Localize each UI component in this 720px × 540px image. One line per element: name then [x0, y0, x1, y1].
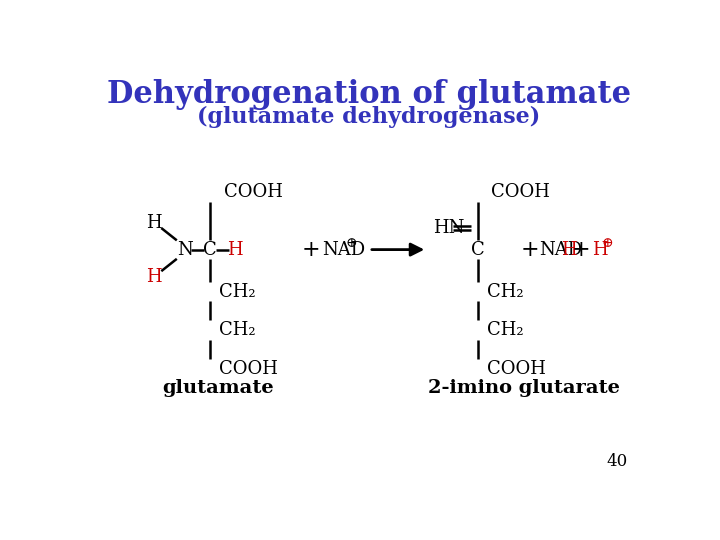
Text: C: C: [471, 241, 485, 259]
Text: N: N: [177, 241, 193, 259]
Text: H: H: [593, 241, 608, 259]
Text: ⊕: ⊕: [346, 237, 357, 251]
Text: 40: 40: [606, 453, 628, 470]
Text: 2-imino glutarate: 2-imino glutarate: [428, 379, 620, 397]
Text: NAD: NAD: [539, 241, 582, 259]
Text: C: C: [203, 241, 217, 259]
Text: COOH: COOH: [492, 183, 550, 201]
Text: COOH: COOH: [487, 360, 546, 378]
Text: H: H: [146, 267, 162, 286]
Text: CH₂: CH₂: [220, 283, 256, 301]
Text: (glutamate dehydrogenase): (glutamate dehydrogenase): [197, 106, 541, 128]
Text: ⊕: ⊕: [601, 235, 613, 249]
Text: +: +: [302, 239, 320, 261]
Text: CH₂: CH₂: [220, 321, 256, 340]
Text: COOH: COOH: [220, 360, 279, 378]
Text: glutamate: glutamate: [162, 379, 274, 397]
Text: H: H: [227, 241, 243, 259]
Text: NAD: NAD: [323, 241, 366, 259]
Text: H: H: [146, 214, 162, 232]
Text: HN: HN: [433, 219, 464, 237]
Text: COOH: COOH: [224, 183, 283, 201]
Text: H: H: [561, 241, 577, 259]
Text: +: +: [521, 239, 539, 261]
Text: +: +: [572, 239, 590, 261]
Text: CH₂: CH₂: [487, 321, 523, 340]
Text: CH₂: CH₂: [487, 283, 523, 301]
Text: Dehydrogenation of glutamate: Dehydrogenation of glutamate: [107, 78, 631, 110]
